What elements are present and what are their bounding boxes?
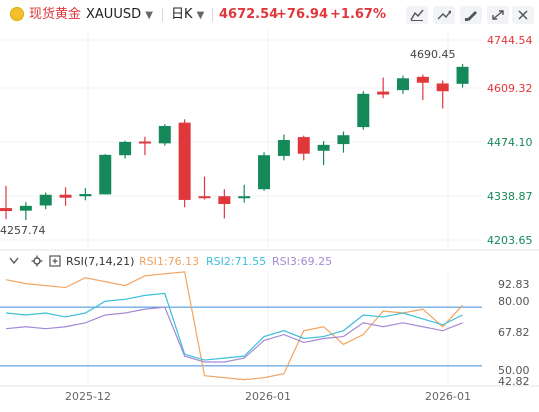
rsi-title: RSI(7,14,21) xyxy=(66,255,135,268)
candle xyxy=(119,140,132,159)
brush-tool-icon[interactable] xyxy=(460,6,482,24)
rsi1-value: RSI1:76.13 xyxy=(139,255,200,268)
symbol-selector[interactable]: XAUUSD ▼ xyxy=(86,7,153,24)
collapse-icon[interactable] xyxy=(9,255,19,269)
date-axis-label: 2025-12 xyxy=(65,390,111,403)
rsi-tick-label: 80.00 xyxy=(498,295,530,308)
candle-body xyxy=(377,91,390,95)
candle xyxy=(99,154,112,195)
symbol-cn-name: 现货黄金 xyxy=(29,7,82,22)
gold-coin-icon xyxy=(10,7,24,21)
timeframe-selector[interactable]: 日K ▼ xyxy=(171,7,204,24)
candle xyxy=(198,176,211,200)
toolbar-divider xyxy=(162,8,163,22)
candle-body xyxy=(59,194,72,198)
rsi-tick-label: 92.83 xyxy=(498,278,530,291)
candle-body xyxy=(99,154,112,195)
candle-body xyxy=(317,144,330,151)
axis-labels: 4744.54 4609.32 4474.10 4338.87 4203.65 4690.… xyxy=(0,34,533,403)
candle-body xyxy=(436,83,449,92)
candle-body xyxy=(357,93,370,128)
rsi2-value: RSI2:71.55 xyxy=(206,255,267,268)
candle xyxy=(138,136,151,156)
chart-grid xyxy=(0,30,539,387)
candle-body xyxy=(79,194,92,197)
candle xyxy=(337,131,350,153)
trend-tool-icon[interactable] xyxy=(433,6,455,24)
chevron-down-icon: ▼ xyxy=(196,10,205,21)
candle xyxy=(258,152,271,191)
candle xyxy=(19,202,32,220)
candle-body xyxy=(119,141,132,156)
low-price-label: 4257.74 xyxy=(0,224,46,237)
candle xyxy=(79,188,92,201)
rsi-line-rsi3 xyxy=(5,306,463,363)
candle xyxy=(238,184,251,203)
candle-body xyxy=(218,196,231,205)
candle xyxy=(178,119,191,208)
settings-icon[interactable] xyxy=(31,255,43,271)
candle xyxy=(436,80,449,109)
candle xyxy=(397,75,409,94)
candle-body xyxy=(416,76,429,83)
price-tick-label: 4338.87 xyxy=(487,190,533,203)
rsi3-value: RSI3:69.25 xyxy=(272,255,333,268)
price-tick-label: 4474.10 xyxy=(487,136,533,149)
toolbar-divider xyxy=(212,8,213,22)
price-tick-label: 4609.32 xyxy=(487,82,533,95)
price-tick-label: 4203.65 xyxy=(487,234,533,247)
candle xyxy=(59,187,72,206)
candle-body xyxy=(178,122,191,200)
price-change-percent: +1.67% xyxy=(330,7,386,22)
timeframe-label: 日K xyxy=(171,7,193,22)
candle xyxy=(39,192,52,210)
candle xyxy=(277,134,290,161)
high-price-label: 4690.45 xyxy=(410,48,456,61)
fullscreen-icon[interactable] xyxy=(487,6,509,24)
candle-body xyxy=(277,140,290,156)
candle-body xyxy=(19,205,32,211)
line-tool-icon[interactable] xyxy=(406,6,428,24)
symbol-label: XAUUSD xyxy=(86,7,142,22)
rsi-tick-label: 50.00 xyxy=(498,364,530,377)
rsi-indicator-header: RSI(7,14,21) RSI1:76.13 RSI2:71.55 RSI3:… xyxy=(0,253,539,271)
candle xyxy=(158,124,171,146)
candle-body xyxy=(198,196,211,199)
price-tick-label: 4744.54 xyxy=(487,34,533,47)
rsi-line-rsi1 xyxy=(5,271,463,381)
candle-body xyxy=(258,155,271,190)
candle xyxy=(416,74,429,101)
candle xyxy=(357,91,370,130)
price-change: +76.94 xyxy=(276,7,329,22)
date-axis-label: 2026-01 xyxy=(245,390,291,403)
candle xyxy=(218,189,231,219)
chevron-down-icon: ▼ xyxy=(145,10,153,21)
indicator-list-icon[interactable] xyxy=(49,255,61,271)
candle-body xyxy=(158,125,171,144)
rsi-series xyxy=(0,271,482,381)
chart-toolbar: 现货黄金 XAUUSD ▼ 日K ▼ 4672.54 +76.94 +1.67% xyxy=(0,0,539,30)
candle xyxy=(456,63,469,88)
candle-body xyxy=(138,141,151,144)
candle-body xyxy=(397,78,409,91)
candle xyxy=(297,135,310,161)
close-icon[interactable] xyxy=(512,6,534,24)
candle-body xyxy=(0,208,12,212)
candle xyxy=(317,141,330,166)
last-price: 4672.54 xyxy=(219,7,279,22)
candle-body xyxy=(456,66,469,84)
date-axis-label: 2026-01 xyxy=(425,390,471,403)
candle-body xyxy=(297,137,310,154)
rsi-line-rsi2 xyxy=(5,292,463,361)
candle-body xyxy=(39,194,52,206)
candle xyxy=(377,77,390,99)
candle xyxy=(0,185,12,220)
candle-body xyxy=(238,196,251,199)
rsi-tick-label: 42.82 xyxy=(498,375,530,388)
candle-body xyxy=(337,135,350,145)
candlestick-series xyxy=(0,63,469,220)
rsi-tick-label: 67.82 xyxy=(498,326,530,339)
